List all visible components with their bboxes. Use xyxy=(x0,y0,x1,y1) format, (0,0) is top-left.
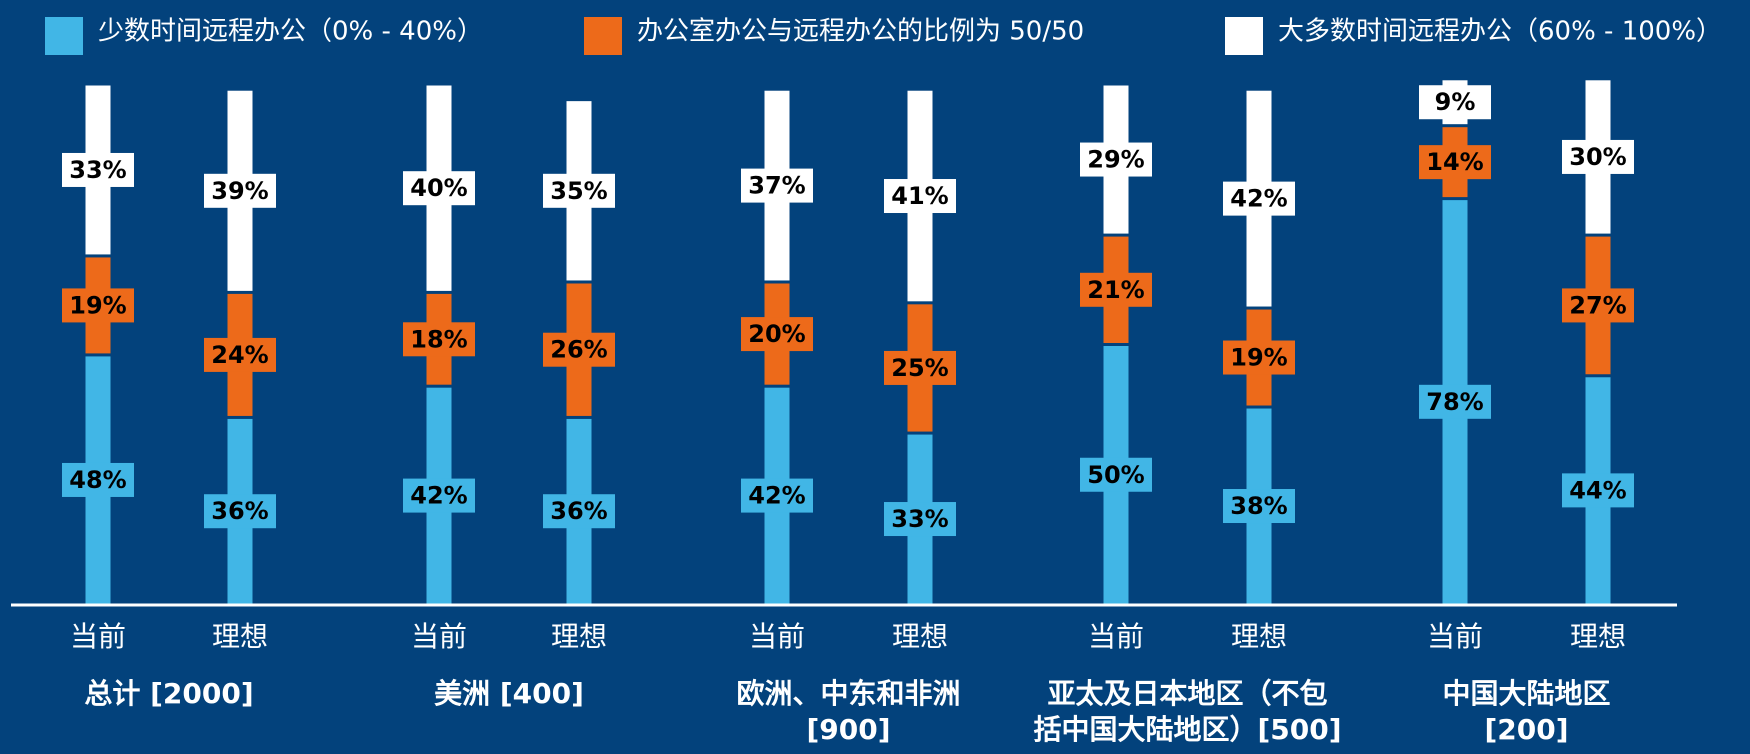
value-label: 33% xyxy=(891,505,948,533)
value-label: 19% xyxy=(69,291,126,319)
value-label: 78% xyxy=(1426,388,1483,416)
value-label: 21% xyxy=(1087,276,1144,304)
value-label: 42% xyxy=(410,482,467,510)
value-label-box xyxy=(1419,145,1491,180)
value-label-box xyxy=(543,494,615,529)
value-label-box xyxy=(741,168,813,203)
value-label-box xyxy=(403,322,475,357)
x-tick-label: 理想 xyxy=(892,620,948,653)
value-label-box xyxy=(204,337,276,372)
legend-swatch xyxy=(584,17,622,55)
value-label: 36% xyxy=(211,497,268,525)
value-label: 14% xyxy=(1426,148,1483,176)
value-label-box xyxy=(543,173,615,208)
value-label: 35% xyxy=(550,177,607,205)
value-label: 30% xyxy=(1569,143,1626,171)
legend-label: 办公室办公与远程办公的比例为 50/50 xyxy=(637,17,1084,47)
value-label: 42% xyxy=(1230,185,1287,213)
x-tick-label: 当前 xyxy=(1088,620,1144,653)
value-label-box xyxy=(741,317,813,352)
value-label-box xyxy=(204,173,276,208)
value-label-box xyxy=(884,350,956,385)
value-label: 29% xyxy=(1087,146,1144,174)
value-label: 36% xyxy=(550,497,607,525)
value-label-box xyxy=(1223,181,1295,216)
group-label: 美洲 [400] xyxy=(434,677,584,710)
value-label: 26% xyxy=(550,336,607,364)
value-label-box xyxy=(1419,85,1491,120)
value-label: 9% xyxy=(1435,88,1476,116)
x-tick-label: 当前 xyxy=(1427,620,1483,653)
value-label-box xyxy=(741,478,813,513)
legend-label: 少数时间远程办公（0% - 40%） xyxy=(98,17,483,47)
value-label-box xyxy=(1562,288,1634,323)
value-label-box xyxy=(1562,473,1634,508)
value-label: 42% xyxy=(748,482,805,510)
group-label: 亚太及日本地区（不包 括中国大陆地区）[500] xyxy=(1033,677,1342,746)
value-label: 25% xyxy=(891,354,948,382)
value-label: 44% xyxy=(1569,476,1626,504)
value-label: 50% xyxy=(1087,461,1144,489)
value-label-box xyxy=(403,478,475,513)
value-label-box xyxy=(62,288,134,323)
x-tick-label: 理想 xyxy=(551,620,607,653)
group-label: 中国大陆地区 [200] xyxy=(1442,677,1611,746)
value-label-box xyxy=(1080,142,1152,177)
value-label: 19% xyxy=(1230,344,1287,372)
value-label-box xyxy=(1223,340,1295,375)
value-label-box xyxy=(62,152,134,187)
value-label-box xyxy=(1419,384,1491,419)
value-label: 27% xyxy=(1569,291,1626,319)
group-label: 欧洲、中东和非洲 [900] xyxy=(736,677,961,746)
value-label-box xyxy=(884,179,956,214)
value-label: 33% xyxy=(69,156,126,184)
x-tick-label: 理想 xyxy=(212,620,268,653)
value-label: 41% xyxy=(891,182,948,210)
value-label: 37% xyxy=(748,172,805,200)
value-label: 48% xyxy=(69,466,126,494)
value-label-box xyxy=(543,332,615,367)
value-label: 38% xyxy=(1230,492,1287,520)
value-label-box xyxy=(62,462,134,497)
value-label-box xyxy=(1080,272,1152,307)
value-label-box xyxy=(884,502,956,537)
legend-swatch xyxy=(45,17,83,55)
value-label: 18% xyxy=(410,325,467,353)
value-label-box xyxy=(204,494,276,529)
legend-label: 大多数时间远程办公（60% - 100%） xyxy=(1278,17,1722,47)
x-tick-label: 当前 xyxy=(70,620,126,653)
x-tick-label: 理想 xyxy=(1570,620,1626,653)
value-label-box xyxy=(1562,139,1634,174)
value-label: 40% xyxy=(410,174,467,202)
value-label-box xyxy=(1080,457,1152,492)
group-label: 总计 [2000] xyxy=(84,677,254,710)
x-tick-label: 当前 xyxy=(749,620,805,653)
value-label: 39% xyxy=(211,177,268,205)
value-label: 24% xyxy=(211,341,268,369)
x-tick-label: 理想 xyxy=(1231,620,1287,653)
value-label-box xyxy=(403,171,475,206)
value-label-box xyxy=(1223,489,1295,524)
x-tick-label: 当前 xyxy=(411,620,467,653)
legend-swatch xyxy=(1225,17,1263,55)
value-label: 20% xyxy=(748,320,805,348)
